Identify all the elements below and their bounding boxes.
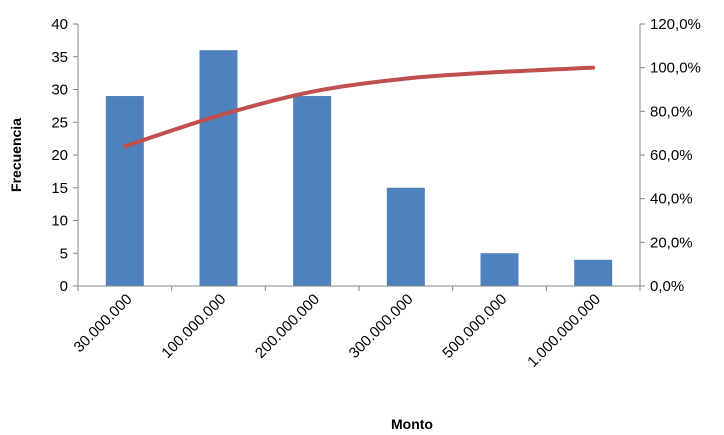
right-tick-label: 80,0% (650, 103, 693, 120)
y-axis-title: Frecuencia (8, 118, 24, 192)
right-tick-label: 40,0% (650, 191, 693, 208)
bar-series (105, 50, 613, 287)
right-tick-label: 120,0% (650, 16, 701, 33)
bar-4 (386, 187, 425, 286)
cumulative-line (122, 65, 596, 149)
x-tick-label: 30.000.000 (71, 291, 136, 356)
left-tick-label: 15 (51, 180, 68, 197)
x-tick-label: 100.000.000 (158, 291, 229, 362)
left-tick-label: 5 (60, 245, 68, 262)
left-tick-label: 0 (60, 278, 68, 295)
x-axis-title: Monto (391, 416, 433, 432)
right-axis-ticks: 0,0% 20,0% 40,0% 60,0% 80,0% 100,0% 120,0% (640, 16, 701, 295)
left-tick-label: 10 (51, 213, 68, 230)
cumulative-line-series (122, 65, 596, 149)
left-tick-label: 25 (51, 114, 68, 131)
bar-1 (105, 96, 144, 286)
axes (77, 24, 641, 287)
x-tick-label: 200.000.000 (252, 291, 323, 362)
x-axis-ticks: 30.000.000 100.000.000 200.000.000 300.000.… (71, 286, 641, 371)
bar-5 (480, 253, 519, 286)
left-tick-label: 20 (51, 147, 68, 164)
bar-2 (199, 50, 238, 287)
left-axis-ticks: 0 5 10 15 20 25 30 35 40 (51, 16, 78, 295)
bar-3 (293, 96, 332, 286)
right-tick-label: 60,0% (650, 147, 693, 164)
right-tick-label: 20,0% (650, 234, 693, 251)
left-tick-label: 40 (51, 16, 68, 33)
right-tick-label: 0,0% (650, 278, 684, 295)
x-tick-label: 500.000.000 (439, 291, 510, 362)
left-tick-label: 30 (51, 82, 68, 99)
left-tick-label: 35 (51, 49, 68, 66)
x-tick-label: 1.000.000.000 (524, 291, 604, 371)
bar-6 (574, 259, 613, 286)
right-tick-label: 100,0% (650, 60, 701, 77)
x-tick-label: 300.000.000 (346, 291, 417, 362)
